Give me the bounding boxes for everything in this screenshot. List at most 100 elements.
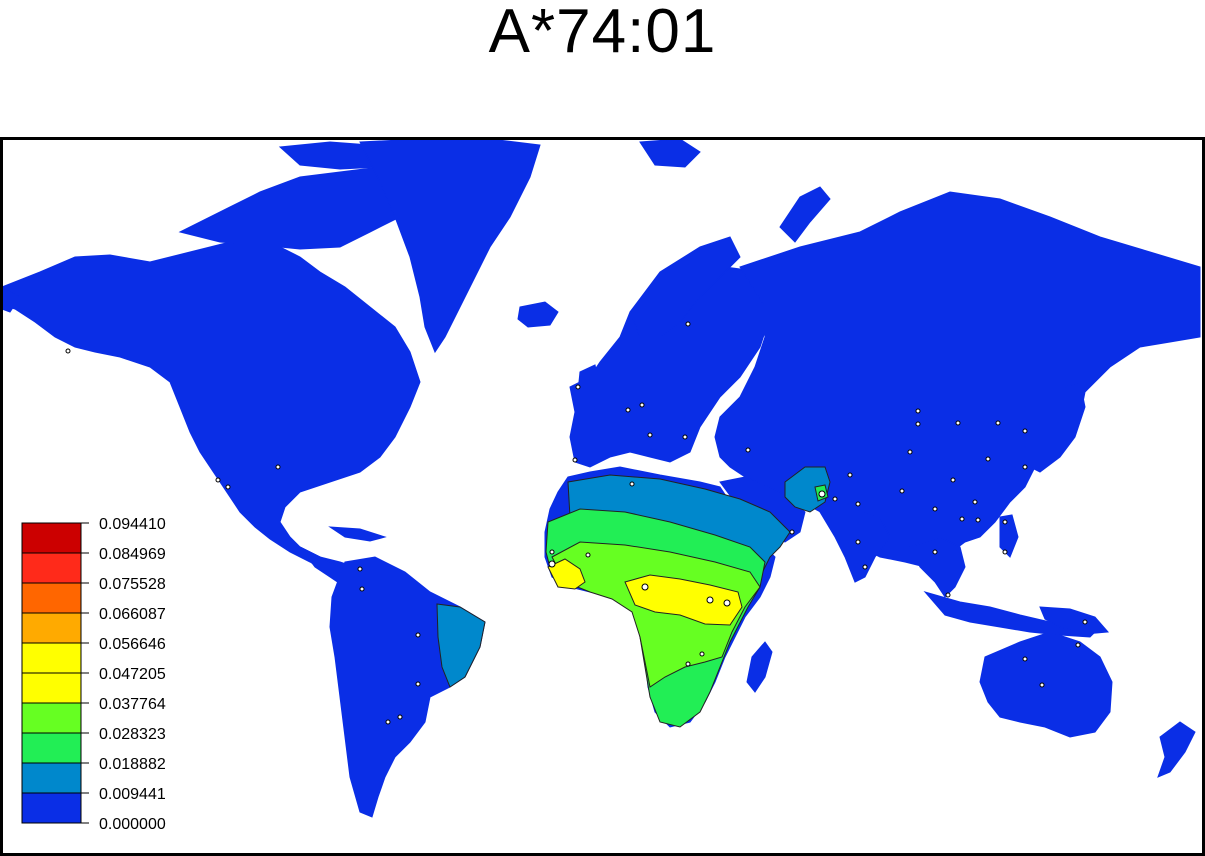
site-marker bbox=[575, 384, 581, 390]
site-marker bbox=[818, 490, 826, 498]
site-marker bbox=[1022, 428, 1028, 434]
legend-swatch bbox=[21, 552, 82, 584]
color-scale-legend: 0.094410 0.084969 0.075528 0.066087 0.056646… bbox=[21, 516, 166, 833]
site-marker bbox=[572, 457, 578, 463]
iceland bbox=[517, 301, 559, 328]
legend-label: 0.009441 bbox=[99, 786, 166, 803]
legend-swatch bbox=[21, 732, 82, 764]
legend-label: 0.056646 bbox=[99, 636, 166, 653]
site-marker bbox=[955, 420, 961, 426]
site-marker bbox=[639, 402, 645, 408]
site-marker bbox=[641, 583, 649, 591]
site-marker bbox=[706, 596, 714, 604]
site-marker bbox=[548, 560, 556, 568]
site-marker bbox=[385, 719, 391, 725]
legend-swatch bbox=[21, 642, 82, 674]
australia bbox=[979, 631, 1113, 738]
indochina bbox=[909, 536, 966, 598]
legend-label: 0.075528 bbox=[99, 576, 166, 593]
contour-band-047205 bbox=[547, 558, 586, 590]
site-marker bbox=[585, 552, 591, 558]
site-marker bbox=[682, 434, 688, 440]
site-marker bbox=[65, 348, 71, 354]
legend-swatch bbox=[21, 702, 82, 734]
site-marker bbox=[995, 420, 1001, 426]
site-marker bbox=[1002, 549, 1008, 555]
madagascar bbox=[746, 641, 773, 693]
site-marker bbox=[549, 549, 555, 555]
greenland bbox=[359, 138, 541, 354]
legend-label: 0.084969 bbox=[99, 546, 166, 563]
map-title: A*74:01 bbox=[488, 0, 717, 66]
asia bbox=[714, 191, 1201, 568]
legend-swatch bbox=[21, 672, 82, 704]
site-marker bbox=[215, 477, 221, 483]
site-marker bbox=[397, 714, 403, 720]
legend-swatch bbox=[21, 762, 82, 794]
site-marker bbox=[972, 499, 978, 505]
legend-swatch bbox=[21, 612, 82, 644]
site-marker bbox=[789, 529, 795, 535]
site-marker bbox=[950, 477, 956, 483]
site-marker bbox=[225, 484, 231, 490]
site-marker bbox=[945, 592, 951, 598]
scandinavia bbox=[629, 236, 741, 338]
site-marker bbox=[1022, 464, 1028, 470]
contour-band-047205-central bbox=[624, 574, 743, 626]
site-marker bbox=[847, 472, 853, 478]
site-marker bbox=[1002, 519, 1008, 525]
legend-label: 0.018882 bbox=[99, 756, 166, 773]
indian-subcontinent bbox=[819, 506, 891, 583]
site-marker bbox=[932, 549, 938, 555]
site-marker bbox=[855, 539, 861, 545]
site-marker bbox=[1039, 682, 1045, 688]
contour-band-018882-brazil bbox=[436, 603, 486, 688]
site-marker bbox=[862, 564, 868, 570]
contour-band-037764 bbox=[551, 541, 761, 688]
novaya-zemlya bbox=[779, 186, 831, 243]
site-marker bbox=[975, 517, 981, 523]
site-marker bbox=[1022, 656, 1028, 662]
cuba bbox=[328, 526, 387, 542]
site-marker bbox=[932, 506, 938, 512]
sample-sites bbox=[65, 321, 1088, 725]
legend-label: 0.066087 bbox=[99, 606, 166, 623]
site-marker bbox=[275, 464, 281, 470]
site-marker bbox=[899, 488, 905, 494]
map-border bbox=[0, 137, 1205, 856]
new-zealand bbox=[1157, 721, 1196, 778]
legend-label: 0.037764 bbox=[99, 696, 166, 713]
site-marker bbox=[357, 566, 363, 572]
new-guinea bbox=[1039, 606, 1110, 635]
japan bbox=[1029, 381, 1086, 473]
site-marker bbox=[359, 586, 365, 592]
site-marker bbox=[647, 432, 653, 438]
site-marker bbox=[625, 407, 631, 413]
site-marker bbox=[915, 421, 921, 427]
legend-swatch bbox=[21, 582, 82, 614]
legend-label: 0.094410 bbox=[99, 516, 166, 533]
map-frame: 0.094410 0.084969 0.075528 0.066087 0.056646… bbox=[0, 137, 1205, 856]
site-marker bbox=[415, 681, 421, 687]
site-marker bbox=[915, 408, 921, 414]
site-marker bbox=[723, 599, 731, 607]
site-marker bbox=[959, 516, 965, 522]
legend-swatch bbox=[21, 792, 82, 824]
site-marker bbox=[1075, 642, 1081, 648]
site-marker bbox=[415, 632, 421, 638]
philippines bbox=[999, 514, 1019, 558]
site-marker bbox=[832, 496, 838, 502]
site-marker bbox=[985, 456, 991, 462]
site-marker bbox=[629, 481, 635, 487]
site-marker bbox=[1082, 619, 1088, 625]
site-marker bbox=[745, 447, 751, 453]
site-marker bbox=[699, 651, 705, 657]
site-marker bbox=[907, 449, 913, 455]
site-marker bbox=[685, 321, 691, 327]
frequency-contours bbox=[436, 466, 831, 728]
site-marker bbox=[855, 501, 861, 507]
legend-label: 0.047205 bbox=[99, 666, 166, 683]
legend-label: 0.000000 bbox=[99, 816, 166, 833]
britain bbox=[577, 364, 601, 410]
site-marker bbox=[685, 661, 691, 667]
